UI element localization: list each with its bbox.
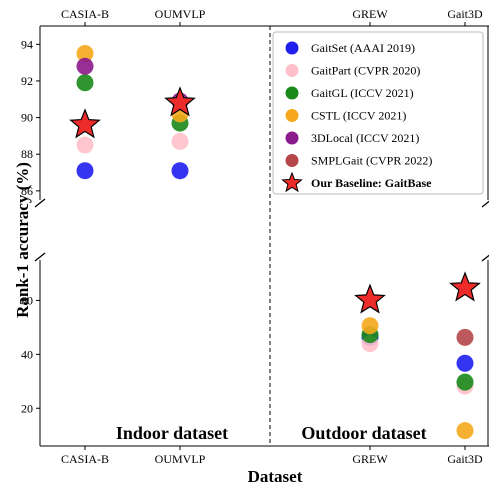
data-point [456,354,474,372]
legend: GaitSet (AAAI 2019) GaitPart (CVPR 2020) G… [272,31,484,195]
data-point [76,74,94,92]
legend-marker [285,86,299,100]
data-point [171,132,189,150]
legend-marker [285,64,299,77]
y-tick-label: 60 [21,293,33,307]
y-tick-label: 92 [21,74,33,88]
region-label-indoor: Indoor dataset [116,423,228,443]
data-point [361,317,379,335]
data-point [76,162,94,180]
region-label-outdoor: Outdoor dataset [301,423,426,443]
x-tick-label-top: GREW [352,7,388,21]
y-tick-label: 40 [21,347,33,361]
data-point [456,373,474,391]
legend-label: 3DLocal (ICCV 2021) [311,131,419,145]
chart-marks [69,44,481,440]
y-axis-label: Rank-1 accuracy (%) [13,162,32,318]
data-point [76,136,94,154]
axis-break-mark [34,198,46,208]
legend-label: GaitGL (ICCV 2021) [311,86,414,100]
axis-break-mark [34,252,46,262]
data-point [76,44,94,62]
legend-box [272,31,484,195]
x-tick-label: GREW [352,452,388,466]
x-tick-label-top: OUMVLP [155,7,206,21]
data-point [456,328,474,346]
data-point [171,162,189,180]
x-tick-label: Gait3D [447,452,483,466]
data-point [76,57,94,75]
legend-label: SMPLGait (CVPR 2022) [311,154,432,168]
y-tick-label: 20 [21,401,33,415]
x-tick-label-top: CASIA-B [61,7,109,21]
y-tick-label: 94 [21,37,33,51]
x-tick-label: CASIA-B [61,452,109,466]
y-tick-label: 88 [21,147,33,161]
data-point-star [354,283,386,314]
data-point-star [449,271,481,302]
y-tick-label: 90 [21,111,33,125]
legend-label: GaitSet (AAAI 2019) [311,41,415,55]
legend-marker [285,41,299,55]
legend-marker [285,154,299,167]
axis-break-mark [481,200,489,208]
x-tick-label: OUMVLP [155,452,206,466]
data-point-star [164,86,196,117]
data-point [456,422,474,440]
axis-break-mark [481,254,489,262]
legend-label: CSTL (ICCV 2021) [311,109,406,123]
legend-label: Our Baseline: GaitBase [311,176,432,190]
legend-label: GaitPart (CVPR 2020) [311,64,420,78]
legend-marker [285,131,299,145]
y-tick-label: 86 [21,184,33,198]
x-tick-label-top: Gait3D [447,7,483,21]
x-axis-label: Dataset [248,467,303,486]
axes: 86 88 90 92 94 20 40 60 CASIA-B CASIA-B OUMVLP OUMV… [21,7,489,466]
legend-marker [285,109,299,122]
legend-marker-star [281,171,303,193]
data-point-star [69,108,101,139]
